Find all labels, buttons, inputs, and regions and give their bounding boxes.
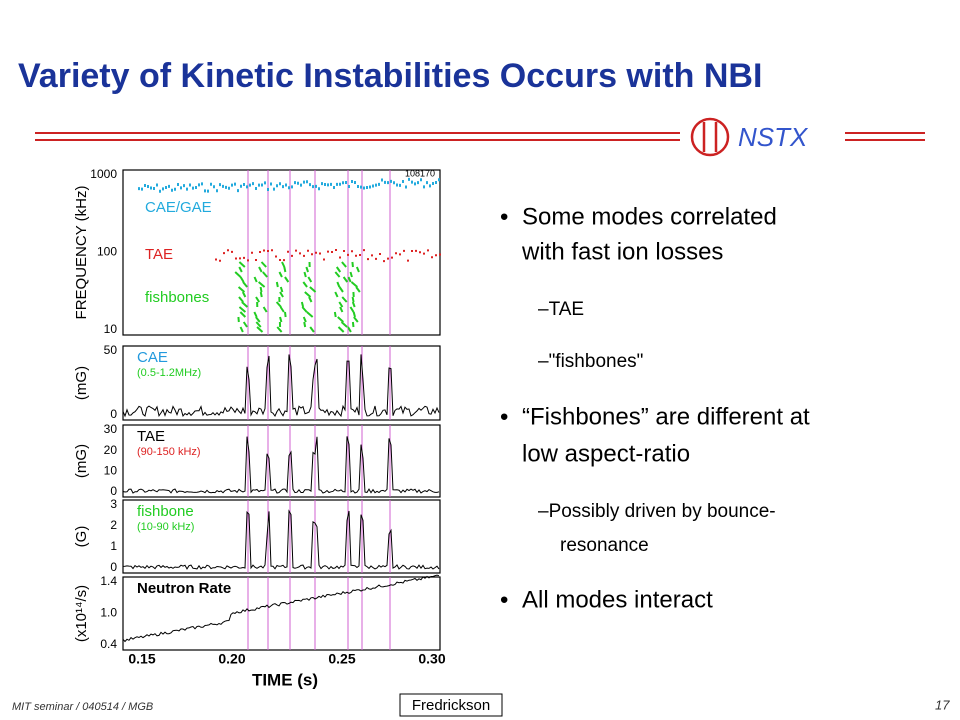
y-tick-label: 50 [104,343,118,357]
bullet-text: All modes interact [522,586,713,613]
page-number: 17 [935,697,950,712]
y-tick-label: 10 [104,322,118,336]
panel-label: (90-150 kHz) [137,446,201,458]
panel-label: (10-90 kHz) [137,521,194,533]
x-tick-label: 0.20 [218,651,245,667]
x-tick-label: 0.25 [328,651,355,667]
bullet-dot: • [500,203,508,230]
y-label: (mG) [73,366,90,400]
bullet-text: low aspect-ratio [522,440,690,467]
panel-frame [122,169,441,336]
panel-frame [122,499,441,574]
panel-label: CAE [137,349,168,366]
y-tick-label: 0 [110,560,117,574]
rule [35,132,925,141]
y-tick-label: 0 [110,484,117,498]
logo-icon [690,117,730,157]
y-tick-label: 10 [104,464,118,478]
footer-box [399,693,503,717]
shot-number: 108170 [405,168,435,178]
y-label: (x10¹⁴/s) [73,585,90,642]
panel-label: TAE [145,246,173,263]
y-tick-label: 100 [97,245,117,259]
panel-frame [122,424,441,498]
x-label: TIME (s) [252,670,318,689]
bullet-text: “Fishbones” are different at [522,403,810,430]
bullet-text: –TAE [538,299,584,320]
bullet-dot: • [500,403,508,430]
panel-frame [122,576,441,651]
panel-frame [122,345,441,421]
footer-left: MIT seminar / 040514 / MGB [12,701,153,713]
fishbone-trace [234,261,361,333]
signal-trace [122,354,440,418]
logo-text: NSTX [738,122,809,152]
y-tick-label: 0 [110,407,117,421]
panel-label: fishbones [145,289,209,306]
y-label: FREQUENCY (kHz) [73,186,90,320]
x-tick-label: 0.30 [418,651,445,667]
panel-label: TAE [137,428,165,445]
signal-trace [122,509,440,570]
bullet-dot: • [500,586,508,613]
title: Variety of Kinetic Instabilities Occurs … [18,57,762,95]
bullet-text: –Possibly driven by bounce- [538,501,776,522]
bullet-text: Some modes correlated [522,203,777,230]
cae-trace [138,177,440,193]
y-label: (G) [73,526,90,548]
panel-label: fishbone [137,503,194,520]
bullet-text: resonance [560,535,649,556]
panel-label: Neutron Rate [137,580,231,597]
signal-trace [122,436,440,494]
y-tick-label: 1 [110,539,117,553]
bullet-text: –"fishbones" [538,351,643,372]
tae-trace [215,249,441,263]
y-tick-label: 1.4 [100,574,117,588]
y-tick-label: 1.0 [100,606,117,620]
bullet-text: with fast ion losses [521,238,723,265]
panel-label: (0.5-1.2MHz) [137,367,201,379]
signal-trace [122,574,440,647]
y-tick-label: 3 [110,497,117,511]
y-tick-label: 2 [110,518,117,532]
bullets: • Some modes correlated with fast ion loss… [500,203,810,613]
x-tick-label: 0.15 [128,651,155,667]
panel-label: CAE/GAE [145,199,212,216]
y-tick-label: 0.4 [100,637,117,651]
y-tick-label: 1000 [90,167,117,181]
y-tick-label: 30 [104,422,118,436]
y-label: (mG) [73,444,90,478]
figure: FREQUENCY (kHz)100010010CAE/GAETAEfishbo… [73,167,446,689]
footer-center: Fredrickson [412,697,490,714]
y-tick-label: 20 [104,443,118,457]
